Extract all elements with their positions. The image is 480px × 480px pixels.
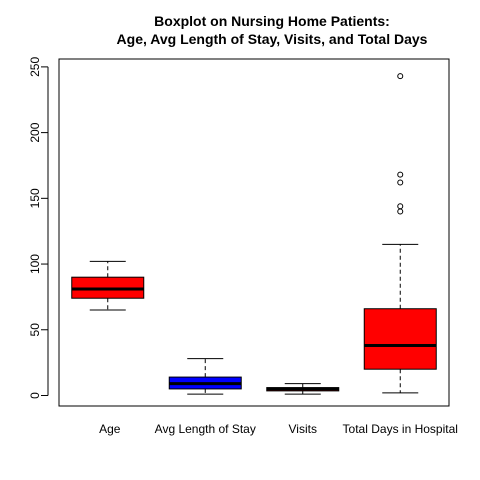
x-tick-label-1: Avg Length of Stay bbox=[155, 422, 256, 436]
y-tick-label-0: 0 bbox=[28, 392, 42, 399]
outlier-3-0 bbox=[397, 208, 404, 215]
x-axis: Age Avg Length of Stay Visits Total Days in… bbox=[99, 422, 458, 436]
y-tick-label-1: 50 bbox=[28, 323, 42, 337]
x-tick-label-0: Age bbox=[99, 422, 121, 436]
outlier-3-2 bbox=[397, 179, 404, 186]
chart-title-line-1: Boxplot on Nursing Home Patients: bbox=[154, 13, 390, 29]
plot-frame bbox=[58, 58, 450, 407]
y-tick-label-2: 100 bbox=[28, 254, 42, 274]
boxes-layer bbox=[71, 73, 437, 395]
y-tick-label-5: 250 bbox=[28, 57, 42, 77]
y-axis: 0 50 100 150 200 250 bbox=[28, 57, 49, 399]
y-tick-label-4: 200 bbox=[28, 122, 42, 142]
box-3 bbox=[363, 308, 437, 370]
x-tick-label-2: Visits bbox=[289, 422, 317, 436]
outlier-3-4 bbox=[397, 73, 404, 80]
outlier-3-3 bbox=[397, 171, 404, 178]
x-tick-label-3: Total Days in Hospital bbox=[343, 422, 458, 436]
chart-title-line-2: Age, Avg Length of Stay, Visits, and Tot… bbox=[117, 31, 428, 47]
y-tick-label-3: 150 bbox=[28, 188, 42, 208]
outlier-3-1 bbox=[397, 203, 404, 210]
